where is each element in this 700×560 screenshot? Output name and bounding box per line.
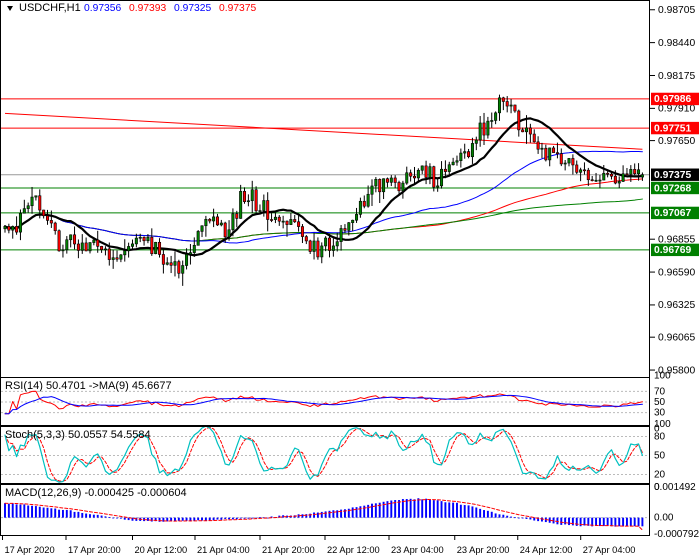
svg-text:20: 20 — [654, 470, 666, 481]
svg-text:0.97356: 0.97356 — [84, 3, 121, 14]
svg-text:23 Apr 20:00: 23 Apr 20:00 — [457, 545, 510, 555]
svg-text:24 Apr 12:00: 24 Apr 12:00 — [520, 545, 573, 555]
svg-text:80: 80 — [654, 432, 666, 443]
svg-text:100: 100 — [654, 370, 671, 381]
svg-text:20 Apr 12:00: 20 Apr 12:00 — [135, 545, 188, 555]
svg-text:17 Apr 2020: 17 Apr 2020 — [5, 545, 55, 555]
svg-text:0.001492: 0.001492 — [654, 482, 696, 493]
svg-text:17 Apr 20:00: 17 Apr 20:00 — [68, 545, 121, 555]
svg-text:-0.000792: -0.000792 — [654, 529, 699, 540]
svg-text:0.00: 0.00 — [654, 513, 674, 524]
svg-text:0.97375: 0.97375 — [654, 170, 691, 181]
svg-text:0.97650: 0.97650 — [658, 136, 695, 147]
svg-text:50: 50 — [654, 397, 666, 408]
svg-text:0.98705: 0.98705 — [658, 5, 695, 16]
svg-text:0.97325: 0.97325 — [174, 3, 211, 14]
svg-text:0.97910: 0.97910 — [658, 104, 695, 115]
svg-text:21 Apr 20:00: 21 Apr 20:00 — [262, 545, 315, 555]
svg-text:100: 100 — [654, 419, 671, 430]
svg-text:MACD(12,26,9) -0.000425 -0.000: MACD(12,26,9) -0.000425 -0.000604 — [5, 487, 187, 499]
svg-text:RSI(14) 50.4701 ->MA(9) 45.66: RSI(14) 50.4701 ->MA(9) 45.6677 — [5, 380, 172, 392]
svg-text:23 Apr 04:00: 23 Apr 04:00 — [391, 545, 444, 555]
svg-text:0.97751: 0.97751 — [654, 123, 691, 134]
svg-text:0.97268: 0.97268 — [654, 183, 691, 194]
svg-text:Stoch(5,3,3) 50.0557 54.5584: Stoch(5,3,3) 50.0557 54.5584 — [5, 429, 151, 441]
svg-text:21 Apr 04:00: 21 Apr 04:00 — [197, 545, 250, 555]
svg-text:0.97986: 0.97986 — [654, 94, 691, 105]
svg-text:0.97375: 0.97375 — [219, 3, 256, 14]
svg-text:0.97067: 0.97067 — [654, 208, 691, 219]
svg-text:50: 50 — [654, 451, 666, 462]
svg-text:27 Apr 04:00: 27 Apr 04:00 — [583, 545, 636, 555]
svg-text:0.96325: 0.96325 — [658, 300, 695, 311]
svg-text:0.96065: 0.96065 — [658, 332, 695, 343]
svg-text:0.96769: 0.96769 — [654, 245, 691, 256]
svg-text:70: 70 — [654, 386, 666, 397]
svg-text:0.98175: 0.98175 — [658, 71, 695, 82]
svg-text:22 Apr 12:00: 22 Apr 12:00 — [327, 545, 380, 555]
svg-text:USDCHF,H1: USDCHF,H1 — [19, 2, 81, 14]
svg-text:30: 30 — [654, 408, 666, 419]
svg-text:0.96590: 0.96590 — [658, 267, 695, 278]
svg-text:0.98440: 0.98440 — [658, 38, 695, 49]
svg-text:0.97393: 0.97393 — [129, 3, 166, 14]
